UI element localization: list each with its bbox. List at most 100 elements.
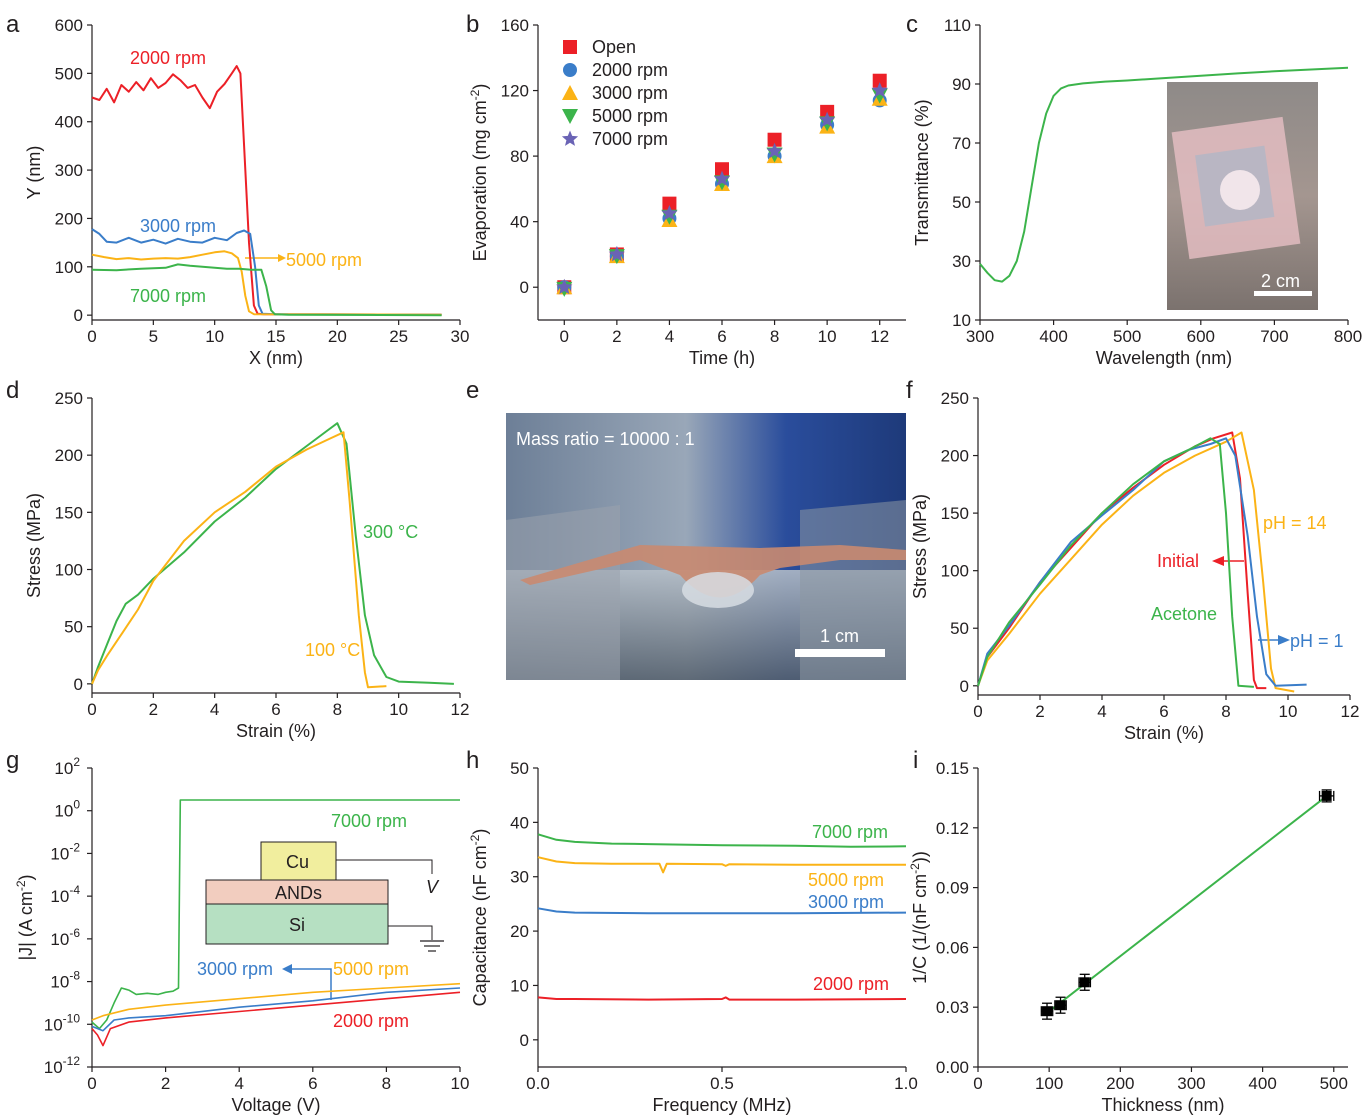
data-point-i-2 [1079,977,1090,988]
schematic-cu-layer [260,841,337,881]
y-axis-title: Stress (MPa) [910,494,930,599]
annotation-f-initial-arrowhead [1212,556,1224,566]
y-tick-label: 400 [55,113,83,132]
y-tick-label: 30 [510,868,529,887]
annotation-f-ph1-arrowhead [1278,635,1290,645]
x-tick-label: 25 [389,327,408,346]
x-tick-label: 8 [770,327,779,346]
annotation-a-2000: 2000 rpm [130,48,206,68]
data-point-i-0 [1042,1006,1053,1017]
x-tick-label: 6 [717,327,726,346]
data-point-b-4 [608,245,625,262]
annotation-h-2000: 2000 rpm [813,974,889,994]
photo-e-scale-label: 1 cm [820,626,859,646]
y-axis-title-close: ) [470,84,490,90]
x-tick-label: 0 [973,1074,982,1093]
y-tick-label: 0.00 [936,1058,969,1077]
y-tick-exponent: -4 [69,883,80,897]
annotation-f-initial: Initial [1157,551,1199,571]
data-point-b-0 [715,162,729,177]
legend-marker-b [561,130,579,146]
series-line-h-3 [537,996,907,1001]
y-axis-title: Transmittance (%) [912,99,932,245]
annotation-d-100: 100 °C [305,640,360,660]
annotation-a-5000-arrowhead [278,254,286,262]
annotation-f-acetone: Acetone [1151,604,1217,624]
y-axis-title-main: 1/C (1/(nF cm [910,874,930,984]
y-tick-label: 600 [55,16,83,35]
y-axis-title-close: )) [910,851,930,863]
schematic-voltage-label: V [426,877,440,897]
x-tick-label: 5 [149,327,158,346]
data-point-i-1 [1055,1000,1066,1011]
panel-label-d: d [6,377,19,404]
y-tick-label: 250 [941,389,969,408]
chart-i-plot: 0 100 200 300 400 500 0.00 0.03 0.06 0.09 0.12 0.15… [908,759,1348,1115]
data-point-b-0 [767,132,782,147]
y-tick-label: 50 [64,618,83,637]
legend-marker-b [562,109,578,124]
y-axis-title-main: Capacitance (nF cm [470,845,490,1006]
y-tick-label: 20 [510,922,529,941]
y-tick-label: 0.12 [936,819,969,838]
x-tick-label: 10 [389,700,408,719]
x-tick-label: 4 [234,1074,243,1093]
data-point-i-3 [1321,790,1332,801]
x-tick-label: 10 [1279,702,1298,721]
y-axis-title-sup: -2 [14,880,28,891]
series-line-a-0 [91,65,442,316]
y-tick-exponent: 2 [73,755,80,769]
data-point-b-4 [871,82,888,98]
annotation-a-7000: 7000 rpm [130,286,206,306]
chart-g-plot: 7000 rpm 5000 rpm 3000 rpm 2000 rpm 0 2 4 6… [14,755,469,1115]
y-tick-base: 10 [44,1015,63,1034]
chart-a-plot: 2000 rpm 3000 rpm 5000 rpm 7000 rpm 0 5 10… [24,16,469,368]
y-tick-label: 200 [55,446,83,465]
y-tick-label: 10-6 [50,926,80,949]
data-point-b-0 [872,73,887,88]
y-tick-label: 40 [510,213,529,232]
y-tick-label: 100 [55,258,83,277]
x-tick-label: 8 [382,1074,391,1093]
y-axis-title-main: |J| (A cm [16,891,36,960]
x-tick-label: 10 [818,327,837,346]
photo-e-scalebar [795,649,885,657]
y-tick-label: 10-12 [44,1054,81,1077]
y-tick-label: 100 [54,798,80,821]
legend-label-b: 3000 rpm [592,83,668,103]
series-line-f-3 [977,437,1254,688]
x-tick-label: 8 [333,700,342,719]
photo-e-film [520,545,906,598]
x-tick-label: 20 [328,327,347,346]
annotation-g-7000: 7000 rpm [331,811,407,831]
legend-label-b: 7000 rpm [592,129,668,149]
panel-label-i: i [913,747,918,774]
annotation-g-3000-arrowhead [282,964,292,974]
photo-e-caption: Mass ratio = 10000 : 1 [516,429,695,449]
chart-d-plot: 300 °C 100 °C 0 2 4 6 8 10 12 0 50 100 150 200 250 St… [24,389,469,741]
x-axis-title: Strain (%) [1124,723,1204,743]
y-axis-title-main: Evaporation (mg cm [470,100,490,261]
data-point-b-4 [661,205,678,221]
y-tick-base: 10 [50,973,69,992]
photo-e-droplet [682,572,754,608]
y-tick-label: 0 [520,278,529,297]
panel-a: a 2000 rpm 3000 rpm 5000 rpm 7000 rpm 0 5… [6,11,469,368]
x-tick-label: 400 [1039,327,1067,346]
series-line-a-3 [91,263,442,317]
y-axis-title: Stress (MPa) [24,493,44,598]
y-tick-label: 0.15 [936,759,969,778]
fit-line-i [1044,794,1329,1015]
series-line-g-2 [91,987,461,1032]
y-tick-label: 50 [952,193,971,212]
y-tick-base: 10 [44,1058,63,1077]
y-axis-title: Y (nm) [24,146,44,200]
annotation-d-300: 300 °C [363,522,418,542]
x-tick-label: 8 [1221,702,1230,721]
y-tick-base: 10 [54,759,73,778]
x-tick-label: 0 [973,702,982,721]
y-tick-label: 250 [55,389,83,408]
x-tick-label: 0.5 [710,1074,734,1093]
y-tick-label: 10 [510,976,529,995]
inset-photo-c-flower [1220,170,1260,210]
